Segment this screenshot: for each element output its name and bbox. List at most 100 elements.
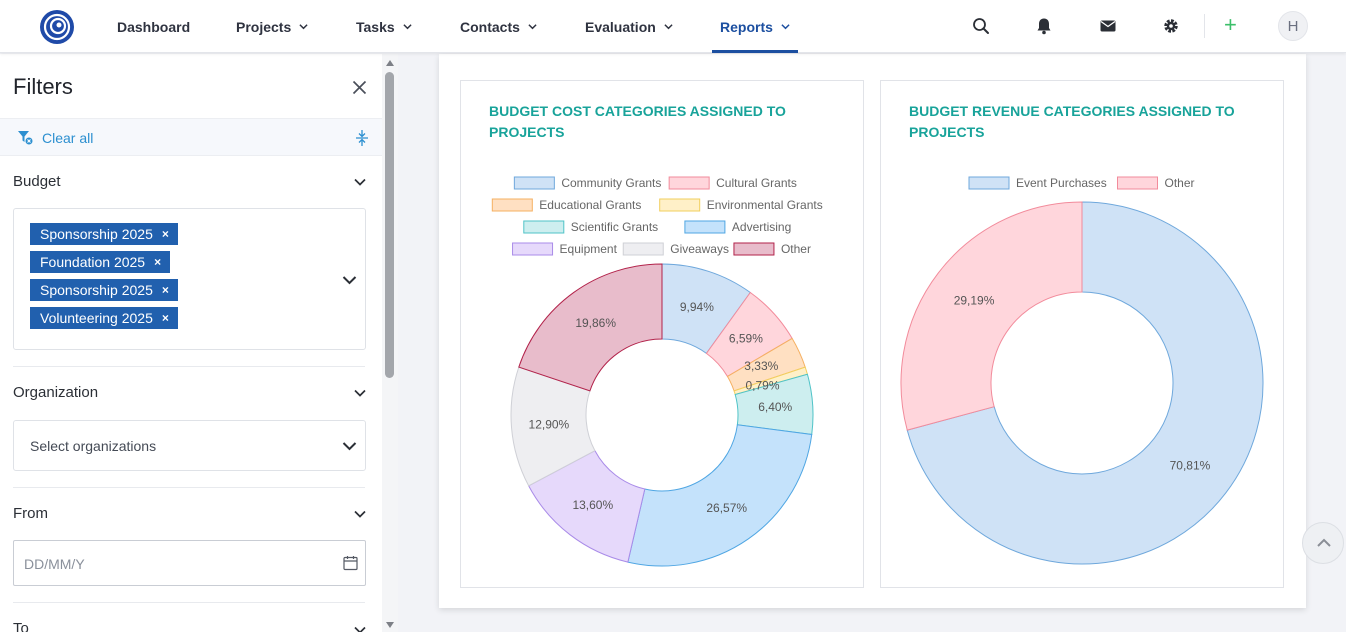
budget-tag: Sponsorship 2025 × xyxy=(30,223,178,245)
chevron-down-icon[interactable] xyxy=(354,626,366,632)
slice-data-label: 70,81% xyxy=(1170,459,1211,473)
legend-swatch xyxy=(968,176,1010,190)
slice-data-label: 9,94% xyxy=(680,300,714,314)
mail-icon[interactable] xyxy=(1099,17,1117,35)
legend-swatch xyxy=(513,176,555,190)
legend-swatch xyxy=(668,176,710,190)
nav-dashboard[interactable]: Dashboard xyxy=(117,0,190,53)
legend-swatch xyxy=(684,220,726,234)
revenue-categories-chart: BUDGET REVENUE CATEGORIES ASSIGNED TO PR… xyxy=(880,80,1284,588)
budget-tag: Volunteering 2025 × xyxy=(30,307,178,329)
gear-icon[interactable] xyxy=(1162,17,1180,35)
budget-tag-label: Sponsorship 2025 xyxy=(40,282,153,298)
avatar-initial: H xyxy=(1287,17,1299,35)
legend-label[interactable]: Environmental Grants xyxy=(707,198,823,212)
avatar[interactable]: H xyxy=(1278,11,1308,41)
scrollbar-thumb[interactable] xyxy=(385,72,394,378)
clear-all-row: Clear all xyxy=(0,118,382,156)
scroll-to-top-button[interactable] xyxy=(1302,522,1344,564)
clear-all-button[interactable]: Clear all xyxy=(42,130,94,146)
remove-tag-icon[interactable]: × xyxy=(161,283,169,297)
legend-label[interactable]: Event Purchases xyxy=(1016,176,1107,190)
budget-tag: Sponsorship 2025 × xyxy=(30,279,178,301)
filters-panel: Filters Clear all Budget Sponsorship 202… xyxy=(0,54,398,632)
budget-multiselect[interactable]: Sponsorship 2025 × Foundation 2025 × Spons… xyxy=(13,208,366,350)
slice-data-label: 19,86% xyxy=(575,316,616,330)
chevron-down-icon xyxy=(664,24,673,30)
legend-swatch xyxy=(512,242,554,256)
chevron-down-icon xyxy=(403,24,412,30)
calendar-icon[interactable] xyxy=(343,555,358,571)
legend-label[interactable]: Giveaways xyxy=(670,242,729,256)
toolbar-divider xyxy=(1204,14,1205,38)
to-section-label: To xyxy=(13,620,29,632)
from-section-label: From xyxy=(13,505,48,522)
chevron-down-icon xyxy=(781,24,790,30)
chevron-down-icon[interactable] xyxy=(342,441,357,451)
chevron-down-icon xyxy=(299,24,308,30)
slice-data-label: 3,33% xyxy=(744,359,778,373)
organization-section-label: Organization xyxy=(13,384,99,401)
top-navigation-bar: Dashboard Projects Tasks Contacts Evalua… xyxy=(0,0,1346,53)
legend-swatch xyxy=(622,242,664,256)
legend-label[interactable]: Cultural Grants xyxy=(716,176,797,190)
nav-contacts-label: Contacts xyxy=(460,18,520,35)
donut-slice[interactable] xyxy=(518,263,663,392)
budget-tag-label: Volunteering 2025 xyxy=(40,310,153,326)
budget-tag-label: Sponsorship 2025 xyxy=(40,226,153,242)
organization-placeholder: Select organizations xyxy=(30,438,157,454)
legend-label[interactable]: Educational Grants xyxy=(539,198,641,212)
nav-contacts[interactable]: Contacts xyxy=(460,0,537,53)
legend-label[interactable]: Community Grants xyxy=(561,176,661,190)
nav-reports-label: Reports xyxy=(720,18,773,35)
close-icon[interactable] xyxy=(352,80,367,95)
slice-data-label: 12,90% xyxy=(529,417,570,431)
nav-tasks[interactable]: Tasks xyxy=(356,0,412,53)
legend-label[interactable]: Equipment xyxy=(560,242,618,256)
nav-projects[interactable]: Projects xyxy=(236,0,308,53)
nav-tasks-label: Tasks xyxy=(356,18,395,35)
remove-tag-icon[interactable]: × xyxy=(154,255,162,269)
collapse-all-icon[interactable] xyxy=(354,129,370,147)
chevron-up-icon xyxy=(1317,538,1331,547)
remove-tag-icon[interactable]: × xyxy=(161,227,169,241)
slice-data-label: 29,19% xyxy=(954,293,995,307)
legend-label[interactable]: Other xyxy=(1165,176,1195,190)
scroll-up-arrow-icon[interactable] xyxy=(386,60,394,66)
search-icon[interactable] xyxy=(972,17,990,35)
chevron-down-icon[interactable] xyxy=(354,510,366,518)
section-divider xyxy=(13,602,365,603)
reports-card: BUDGET COST CATEGORIES ASSIGNED TO PROJE… xyxy=(439,54,1306,608)
donut-slice[interactable] xyxy=(906,201,1264,565)
slice-data-label: 6,59% xyxy=(729,332,763,346)
chart-title: BUDGET COST CATEGORIES ASSIGNED TO PROJE… xyxy=(489,103,786,140)
chevron-down-icon[interactable] xyxy=(354,178,366,186)
scroll-down-arrow-icon[interactable] xyxy=(386,622,394,628)
legend-swatch xyxy=(733,242,775,256)
nav-evaluation[interactable]: Evaluation xyxy=(585,0,673,53)
legend-label[interactable]: Other xyxy=(781,242,811,256)
app-logo-icon[interactable] xyxy=(38,8,76,46)
organization-select[interactable]: Select organizations xyxy=(13,420,366,471)
nav-reports[interactable]: Reports xyxy=(712,0,798,53)
bell-icon[interactable] xyxy=(1035,17,1053,35)
clear-filter-icon xyxy=(18,131,33,145)
donut-slice[interactable] xyxy=(627,424,813,567)
chart-legend: Event Purchases Other xyxy=(968,176,1195,190)
filters-title: Filters xyxy=(13,74,73,99)
slice-data-label: 0,79% xyxy=(745,379,779,393)
slice-data-label: 6,40% xyxy=(758,400,792,414)
slice-data-label: 26,57% xyxy=(706,501,747,515)
plus-icon[interactable]: + xyxy=(1224,12,1237,37)
legend-label[interactable]: Scientific Grants xyxy=(571,220,658,234)
donut-slice[interactable] xyxy=(900,201,1083,431)
legend-label[interactable]: Advertising xyxy=(732,220,791,234)
chevron-down-icon[interactable] xyxy=(354,389,366,397)
nav-dashboard-label: Dashboard xyxy=(117,18,191,35)
chevron-down-icon xyxy=(528,24,537,30)
from-date-input[interactable]: DD/MM/Y xyxy=(13,540,366,586)
from-date-placeholder: DD/MM/Y xyxy=(24,556,85,572)
chevron-down-icon[interactable] xyxy=(342,275,357,285)
remove-tag-icon[interactable]: × xyxy=(161,311,169,325)
legend-swatch xyxy=(523,220,565,234)
